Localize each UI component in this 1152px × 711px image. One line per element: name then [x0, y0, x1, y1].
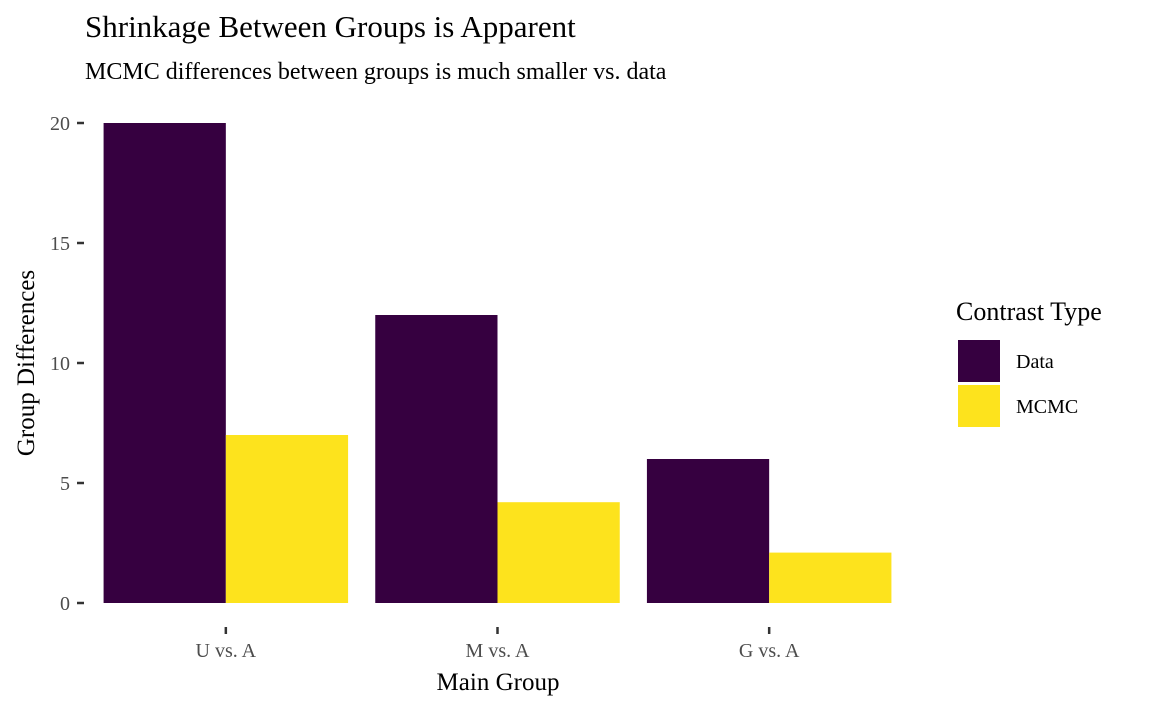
bar-data	[103, 123, 226, 603]
x-tick-label: G vs. A	[739, 640, 800, 662]
x-axis: U vs. A M vs. A G vs. A	[196, 627, 800, 662]
bars	[103, 123, 892, 603]
legend-key-mcmc	[958, 385, 1000, 427]
legend: Contrast Type Data MCMC	[956, 297, 1102, 427]
legend-key-data	[958, 340, 1000, 382]
legend-label: Data	[1016, 351, 1054, 373]
bar-data	[646, 459, 770, 603]
y-tick-label: 20	[50, 113, 70, 135]
chart-subtitle: MCMC differences between groups is much …	[85, 59, 667, 85]
y-axis-title: Group Differences	[13, 270, 40, 456]
x-tick-label: U vs. A	[196, 640, 257, 662]
y-axis: 0 5 10 15 20	[50, 113, 84, 615]
x-axis-title: Main Group	[437, 669, 560, 696]
y-tick-label: 0	[60, 593, 70, 615]
bar-mcmc	[769, 552, 892, 603]
y-tick-label: 10	[50, 353, 70, 375]
legend-title: Contrast Type	[956, 297, 1102, 326]
y-tick-label: 15	[50, 233, 70, 255]
bar-mcmc	[225, 435, 349, 603]
legend-label: MCMC	[1016, 396, 1078, 418]
bar-mcmc	[497, 502, 620, 603]
x-tick-label: M vs. A	[466, 640, 530, 662]
bar-data	[375, 315, 498, 603]
y-tick-label: 5	[60, 473, 70, 495]
chart-title: Shrinkage Between Groups is Apparent	[85, 9, 576, 44]
